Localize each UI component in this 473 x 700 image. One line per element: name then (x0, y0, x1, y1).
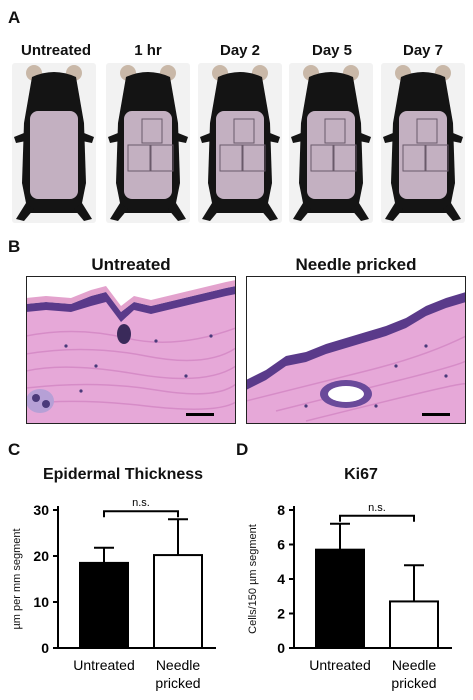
photo-label-1hr: 1 hr (134, 42, 162, 59)
chart-c-title: Epidermal Thickness (42, 466, 204, 483)
histology-image-untreated (26, 276, 236, 424)
photo-label-day2: Day 2 (219, 42, 261, 59)
mouse-photo-day7 (381, 63, 465, 223)
photo-label-day7: Day 7 (402, 42, 444, 59)
chart-d-y-axis-label: Cells/150 µm segment (247, 524, 259, 634)
chart-ki67: Cells/150 µm segment 0 2 4 6 8 Untreated Needle… (247, 502, 452, 691)
histology-title-untreated: Untreated (91, 255, 171, 274)
chart-c-significance-label: n.s. (132, 497, 150, 509)
photo-label-untreated: Untreated (20, 42, 91, 59)
chart-d-y-tick-label: 2 (277, 606, 285, 622)
photo-label-day5: Day 5 (311, 42, 353, 59)
chart-d-bar-0 (315, 548, 365, 649)
chart-d-y-tick-label: 0 (277, 640, 285, 656)
chart-c-category-label-0: Untreated (73, 657, 134, 673)
mouse-photo-untreated (12, 63, 96, 223)
mouse-photo-day5 (289, 63, 373, 223)
mouse-photo-day2 (198, 63, 282, 223)
chart-c-category-label-1: Needle pricked (155, 657, 200, 691)
chart-d-y-tick-label: 8 (277, 502, 285, 518)
chart-c-y-tick-label: 20 (33, 548, 49, 564)
chart-d-title: Ki67 (344, 466, 378, 483)
chart-c-y-tick-label: 0 (41, 640, 49, 656)
panel-letter-a: A (8, 8, 21, 27)
chart-c-significance-bracket (103, 510, 179, 518)
chart-d-significance-bracket (339, 514, 415, 522)
chart-c-bar-0 (79, 561, 129, 649)
chart-d-y-tick-label: 6 (277, 537, 285, 553)
panel-letter-c: C (8, 440, 21, 459)
histology-title-needle-pricked: Needle pricked (295, 255, 417, 274)
panel-letter-d: D (236, 440, 249, 459)
chart-d-category-label-0: Untreated (309, 657, 370, 673)
chart-c-bar-1 (153, 554, 203, 649)
chart-epidermal-thickness: µm per mm segment 0 10 20 30 Untreated Needle p… (11, 497, 216, 691)
chart-d-significance-label: n.s. (368, 502, 386, 514)
chart-d-category-label-1: Needle pricked (391, 657, 436, 691)
histology-image-needle-pricked (246, 276, 466, 424)
chart-c-y-tick-label: 10 (33, 594, 49, 610)
panel-letter-b: B (8, 237, 21, 256)
chart-c-y-tick-label: 30 (33, 502, 49, 518)
chart-d-bar-1 (389, 600, 439, 650)
chart-d-y-tick-label: 4 (277, 571, 285, 587)
chart-c-y-axis-label: µm per mm segment (11, 528, 23, 629)
mouse-photo-1hr (106, 63, 190, 223)
